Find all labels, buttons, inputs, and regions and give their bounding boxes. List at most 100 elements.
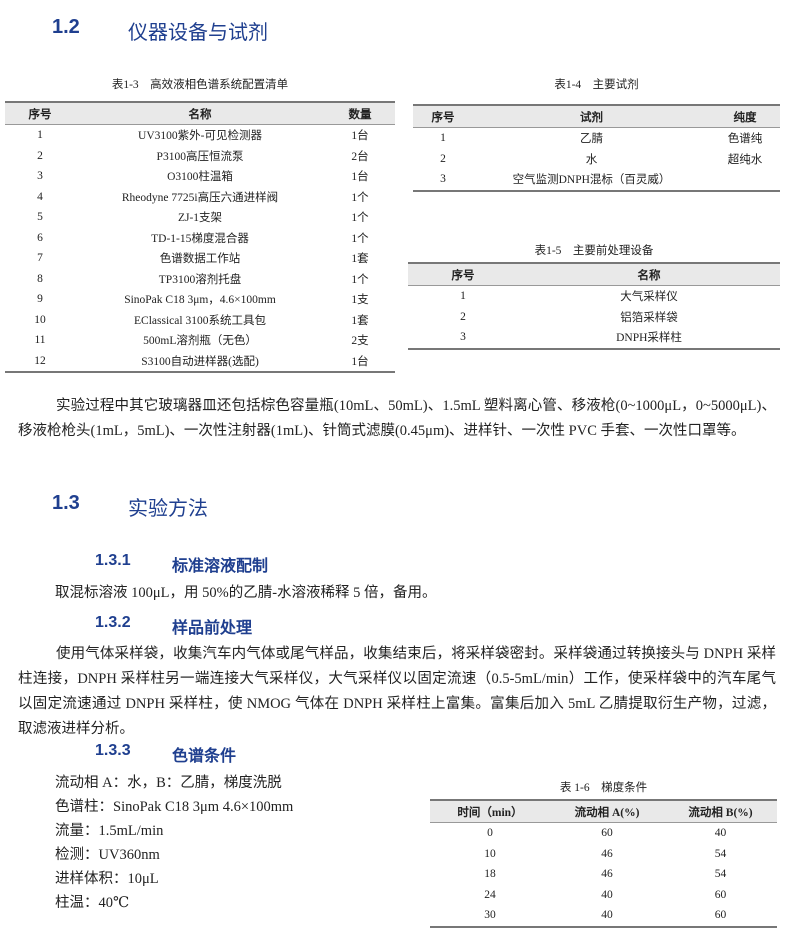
- table-cell: 54: [714, 868, 727, 881]
- table-row: 2 水 超纯水: [413, 149, 780, 170]
- table-row: 18 46 54: [430, 864, 777, 885]
- condition-item: 检测：UV360nm: [55, 847, 160, 863]
- table-row: 5 ZJ-1支架 1个: [5, 207, 395, 228]
- table-cell: 1: [440, 132, 446, 145]
- table-1-3: 序号 名称 数量 1 UV3100紫外-可见检测器 1台 2 P3100高压恒流泵 2台 3 O31…: [5, 101, 395, 373]
- table-cell: 1个: [351, 273, 369, 286]
- section-title: 仪器设备与试剂: [128, 20, 268, 44]
- table-cell: 1台: [351, 171, 369, 184]
- table-cell: 30: [484, 909, 496, 922]
- table-row: 3 DNPH采样柱: [408, 327, 780, 349]
- table-cell: 11: [34, 334, 46, 347]
- section-number: 1.2: [52, 16, 80, 38]
- table-cell: 空气监测DNPH混标（百灵威）: [512, 174, 671, 187]
- table-cell: 2: [460, 310, 466, 323]
- table-header-row: 序号 名称: [408, 263, 780, 286]
- condition-item: 进样体积：10μL: [55, 871, 159, 887]
- table-row: 1 大气采样仪: [408, 286, 780, 307]
- table-cell: 1台: [351, 130, 369, 143]
- table-cell: 10: [34, 313, 46, 326]
- column-header: 序号: [5, 102, 75, 125]
- table-cell: 铝箔采样袋: [620, 311, 678, 324]
- table-cell: 2台: [351, 150, 369, 163]
- table-row: 2 铝箔采样袋: [408, 307, 780, 328]
- table-cell: 1: [460, 290, 466, 303]
- section-title: 标准溶液配制: [172, 556, 269, 575]
- table-cell: 40: [601, 888, 613, 901]
- table-1-3-caption: 表1-3 高效液相色谱系统配置清单: [111, 79, 289, 91]
- table-cell: 18: [484, 868, 496, 881]
- table-cell: 12: [34, 354, 46, 367]
- table-row: 2 P3100高压恒流泵 2台: [5, 146, 395, 167]
- table-cell: 2: [37, 149, 43, 162]
- table-1-6: 时间（min） 流动相 A(%) 流动相 B(%) 0 60 40 10 46 54 18 46 54…: [430, 799, 777, 928]
- table-cell: 1套: [351, 314, 369, 327]
- section-number: 1.3.2: [95, 614, 131, 631]
- table-row: 11 500mL溶剂瓶（无色） 2支: [5, 330, 395, 351]
- table-cell: 1个: [351, 212, 369, 225]
- table-row: 4 Rheodyne 7725i高压六通进样阀 1个: [5, 187, 395, 208]
- table-cell: 3: [440, 173, 446, 186]
- table-header-row: 序号 名称 数量: [5, 102, 395, 125]
- table-cell: S3100自动进样器(选配): [141, 355, 259, 368]
- section-number: 1.3: [52, 492, 80, 514]
- table-row: 6 TD-1-15梯度混合器 1个: [5, 228, 395, 249]
- sample-prep-paragraph: 使用气体采样袋，收集汽车内气体或尾气样品，收集结束后，将采样袋密封。采样袋通过转…: [18, 646, 776, 737]
- table-row: 8 TP3100溶剂托盘 1个: [5, 269, 395, 290]
- table-cell: 500mL溶剂瓶（无色）: [143, 335, 257, 348]
- table-cell: EClassical 3100系统工具包: [134, 314, 266, 327]
- table-row: 24 40 60: [430, 885, 777, 906]
- table-cell: 大气采样仪: [620, 291, 678, 304]
- column-header: 时间（min）: [430, 800, 550, 823]
- column-header: 序号: [408, 263, 518, 286]
- table-cell: 7: [37, 252, 43, 265]
- table-cell: 2: [440, 152, 446, 165]
- table-cell: TP3100溶剂托盘: [158, 273, 242, 286]
- table-cell: 9: [37, 293, 43, 306]
- column-header: 纯度: [710, 105, 780, 128]
- table-cell: 8: [37, 272, 43, 285]
- table-cell: TD-1-15梯度混合器: [151, 232, 249, 245]
- table-cell: 10: [484, 847, 496, 860]
- glassware-paragraph: 实验过程中其它玻璃器皿还包括棕色容量瓶(10mL、50mL)、1.5mL 塑料离…: [18, 398, 776, 439]
- table-cell: UV3100紫外-可见检测器: [138, 130, 262, 143]
- table-cell: 60: [601, 827, 613, 840]
- table-cell: 1套: [351, 253, 369, 266]
- table-cell: 54: [714, 847, 727, 860]
- table-cell: O3100柱温箱: [167, 171, 233, 184]
- table-cell: 3: [460, 331, 466, 344]
- table-cell: 1: [37, 129, 43, 142]
- table-cell: 色谱数据工作站: [159, 253, 241, 266]
- standard-solution-text: 取混标溶液 100μL，用 50%的乙腈-水溶液稀释 5 倍，备用。: [55, 585, 437, 601]
- table-cell: P3100高压恒流泵: [156, 150, 244, 163]
- table-cell: 超纯水: [727, 153, 763, 166]
- table-row: 0 60 40: [430, 823, 777, 844]
- table-row: 3 空气监测DNPH混标（百灵威）: [413, 169, 780, 191]
- section-title: 样品前处理: [172, 618, 253, 637]
- table-row: 30 40 60: [430, 905, 777, 927]
- table-cell: 40: [714, 827, 727, 840]
- table-cell: 0: [487, 827, 493, 840]
- table-header-row: 时间（min） 流动相 A(%) 流动相 B(%): [430, 800, 777, 823]
- table-cell: 60: [714, 888, 727, 901]
- table-cell: 6: [37, 231, 43, 244]
- section-number: 1.3.3: [95, 742, 131, 759]
- table-cell: 5: [37, 211, 43, 224]
- table-cell: [710, 169, 780, 191]
- table-row: 12 S3100自动进样器(选配) 1台: [5, 351, 395, 373]
- table-cell: 46: [601, 847, 613, 860]
- table-cell: 2支: [351, 335, 369, 348]
- column-header: 名称: [518, 263, 780, 286]
- table-cell: 24: [484, 888, 496, 901]
- table-cell: SinoPak C18 3μm，4.6×100mm: [124, 294, 276, 307]
- table-cell: 1台: [351, 355, 369, 368]
- table-cell: 46: [601, 868, 613, 881]
- column-header: 序号: [413, 105, 473, 128]
- table-cell: Rheodyne 7725i高压六通进样阀: [121, 191, 279, 204]
- column-header: 流动相 A(%): [550, 800, 665, 823]
- table-row: 1 乙腈 色谱纯: [413, 128, 780, 149]
- table-cell: 色谱纯: [727, 133, 763, 146]
- table-1-4-caption: 表1-4 主要试剂: [554, 79, 639, 91]
- section-title: 实验方法: [128, 496, 208, 520]
